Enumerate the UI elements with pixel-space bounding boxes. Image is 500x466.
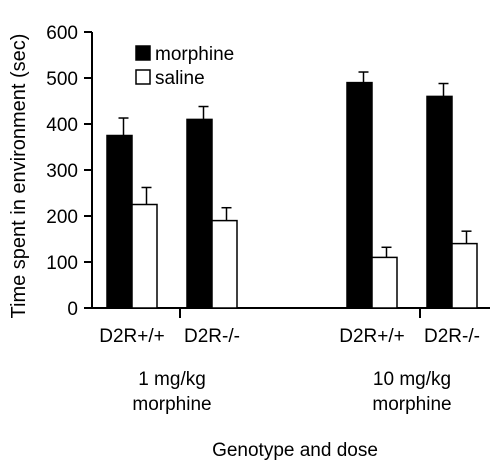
y-tick-label: 100 — [46, 253, 78, 274]
y-axis-label: Time spent in environment (sec) — [8, 34, 30, 319]
legend-label-morphine: morphine — [155, 44, 234, 65]
group-label: 1 mg/kg — [138, 369, 206, 390]
group-label: morphine — [132, 394, 211, 415]
category-label: D2R+/+ — [99, 326, 164, 347]
bar-saline — [451, 242, 478, 309]
y-tick-label: 400 — [46, 115, 78, 136]
legend-label-saline: saline — [155, 68, 205, 89]
y-tick-label: 0 — [67, 299, 78, 320]
bar-morphine — [106, 134, 133, 309]
y-tick-label: 600 — [46, 23, 78, 44]
axes: 0 100 200 300 400 500 600 — [46, 23, 490, 320]
y-tick-label: 500 — [46, 69, 78, 90]
category-label: D2R+/+ — [339, 326, 404, 347]
bar-saline — [371, 256, 398, 309]
bar-saline — [131, 203, 158, 309]
bar-morphine — [426, 95, 453, 309]
bar-saline — [211, 219, 238, 309]
group-label: 10 mg/kg — [373, 369, 451, 390]
category-label: D2R-/- — [424, 326, 480, 347]
group-label: morphine — [372, 394, 451, 415]
y-tick-label: 300 — [46, 161, 78, 182]
category-label: D2R-/- — [184, 326, 240, 347]
bar-morphine — [346, 81, 373, 309]
labels: Time spent in environment (sec) D2R+/+ D2R… — [8, 34, 480, 461]
legend-swatch-saline — [135, 69, 151, 85]
x-axis-label: Genotype and dose — [212, 440, 378, 461]
bar-morphine — [186, 118, 213, 309]
legend-swatch-morphine — [135, 45, 151, 61]
bars — [106, 71, 478, 309]
legend: morphine saline — [135, 44, 234, 89]
y-tick-label: 200 — [46, 207, 78, 228]
